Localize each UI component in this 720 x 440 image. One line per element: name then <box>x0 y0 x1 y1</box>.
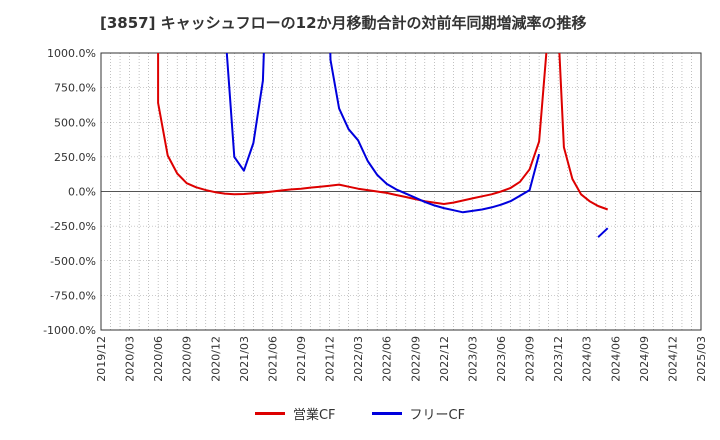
legend-item-operating-cf: 営業CF <box>254 404 336 423</box>
y-tick-label: 500.0% <box>54 116 96 129</box>
x-tick-label: 2021/12 <box>324 336 337 382</box>
x-tick-label: 2023/09 <box>524 336 537 382</box>
x-tick-label: 2019/12 <box>95 336 108 382</box>
y-tick-label: -1000.0% <box>43 324 96 337</box>
x-tick-label: 2020/12 <box>209 336 222 382</box>
y-tick-label: 1000.0% <box>47 47 96 60</box>
legend-label-free-cf: フリーCF <box>409 408 466 423</box>
x-tick-label: 2024/03 <box>581 336 594 382</box>
x-tick-label: 2023/03 <box>466 336 479 382</box>
series-line-operating-cf <box>157 53 609 211</box>
chart-legend: 営業CF フリーCF <box>0 404 720 423</box>
x-tick-label: 2022/06 <box>381 336 394 382</box>
legend-label-operating-cf: 営業CF <box>292 408 336 423</box>
x-tick-label: 2022/03 <box>352 336 365 382</box>
x-tick-label: 2024/06 <box>609 336 622 382</box>
series-line-free-cf <box>225 53 609 238</box>
y-tick-label: 0.0% <box>68 186 96 199</box>
x-tick-label: 2022/12 <box>438 336 451 382</box>
x-tick-label: 2020/03 <box>124 336 137 382</box>
x-tick-label: 2021/03 <box>238 336 251 382</box>
x-tick-label: 2025/03 <box>695 336 708 382</box>
legend-item-free-cf: フリーCF <box>371 404 466 423</box>
plot-border <box>100 52 702 331</box>
y-tick-label: -500.0% <box>50 255 96 268</box>
x-tick-label: 2022/09 <box>409 336 422 382</box>
x-tick-label: 2020/06 <box>152 336 165 382</box>
y-tick-label: 250.0% <box>54 151 96 164</box>
x-tick-label: 2021/06 <box>266 336 279 382</box>
x-tick-label: 2021/09 <box>295 336 308 382</box>
x-tick-label: 2024/09 <box>638 336 651 382</box>
x-tick-label: 2023/12 <box>552 336 565 382</box>
legend-swatch-free-cf <box>371 412 402 415</box>
x-tick-label: 2023/06 <box>495 336 508 382</box>
chart-title: [3857] キャッシュフローの12か月移動合計の対前年同期増減率の推移 <box>100 14 587 32</box>
y-tick-label: -750.0% <box>50 289 96 302</box>
y-tick-label: -250.0% <box>50 220 96 233</box>
x-tick-label: 2020/09 <box>181 336 194 382</box>
y-tick-label: 750.0% <box>54 82 96 95</box>
x-tick-label: 2024/12 <box>666 336 679 382</box>
legend-swatch-operating-cf <box>254 412 285 415</box>
